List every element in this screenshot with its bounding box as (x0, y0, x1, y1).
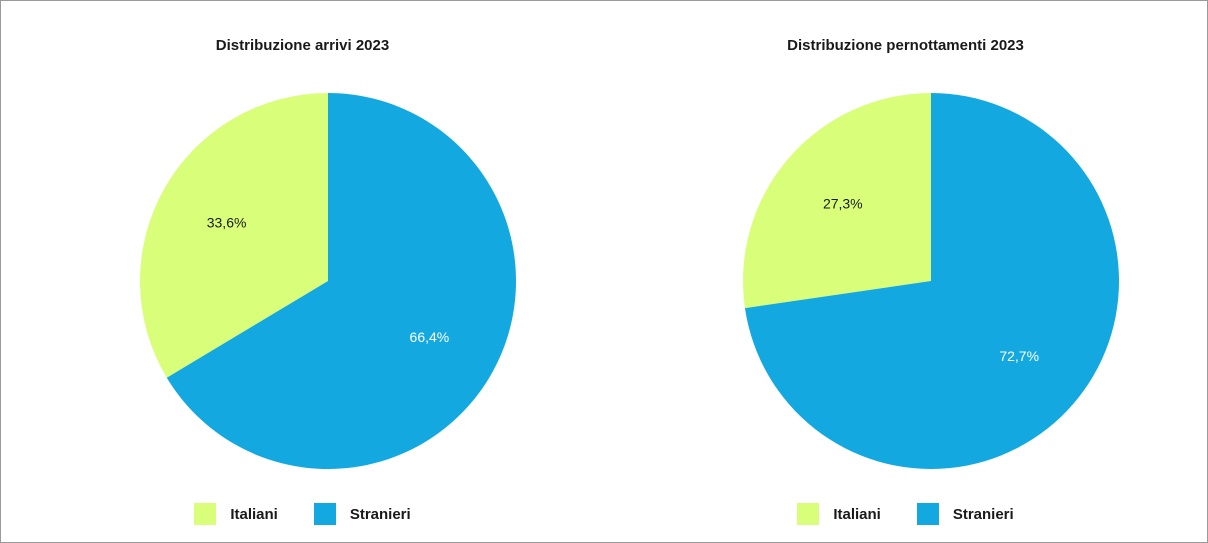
legend-item-stranieri[interactable]: Stranieri (313, 503, 411, 525)
legend: Italiani Stranieri (1, 503, 604, 525)
pie-slice-stranieri[interactable] (166, 93, 517, 470)
legend-item-italiani[interactable]: Italiani (194, 503, 278, 525)
chart-title: Distribuzione arrivi 2023 (215, 37, 390, 54)
pie-chart-arrivi: 33,6% 66,4% (140, 93, 517, 470)
slice-label-stranieri: 72,7% (999, 348, 1039, 364)
legend-label-italiani: Italiani (230, 505, 278, 523)
pie-chart-pernottamenti: 27,3% 72,7% (743, 93, 1119, 469)
legend-item-stranieri[interactable]: Stranieri (916, 503, 1014, 525)
legend: Italiani Stranieri (604, 503, 1207, 525)
chart-panel-pernottamenti: Distribuzione pernottamenti 2023 27,3% 72… (604, 1, 1207, 542)
legend-label-italiani: Italiani (833, 505, 881, 523)
slice-label-italiani: 27,3% (823, 195, 863, 211)
slice-label-stranieri: 66,4% (410, 329, 450, 345)
pie-slice-italiani[interactable] (140, 93, 328, 378)
pie-slice-italiani[interactable] (743, 93, 931, 309)
legend-item-italiani[interactable]: Italiani (797, 503, 881, 525)
legend-swatch-stranieri (313, 503, 336, 525)
legend-swatch-italiani (797, 503, 820, 525)
chart-panel-arrivi: Distribuzione arrivi 2023 33,6% 66,4% Ita… (1, 1, 604, 542)
slice-label-italiani: 33,6% (207, 214, 247, 230)
legend-swatch-stranieri (916, 503, 939, 525)
legend-label-stranieri: Stranieri (349, 505, 411, 523)
chart-title: Distribuzione pernottamenti 2023 (787, 37, 1024, 54)
pie-slice-stranieri[interactable] (744, 93, 1119, 469)
legend-swatch-italiani (194, 503, 217, 525)
legend-label-stranieri: Stranieri (952, 505, 1014, 523)
